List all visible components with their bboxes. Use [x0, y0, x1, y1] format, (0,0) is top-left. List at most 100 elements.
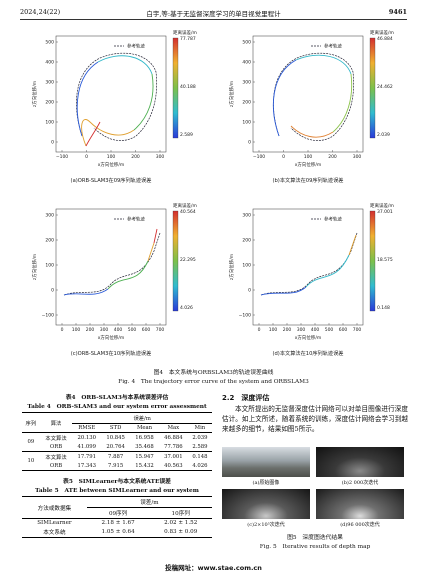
x-tick-label: 200	[131, 154, 140, 160]
image	[316, 447, 404, 477]
colorbar-label: 77.787	[180, 36, 196, 42]
y-axis-label: z方向位移/m	[228, 81, 235, 107]
x-tick-label: 0	[85, 154, 88, 160]
td: 46.884	[164, 435, 183, 441]
y-tick-label: 300	[242, 213, 251, 219]
x-tick-label: 300	[100, 327, 109, 333]
y-tick-label: 200	[45, 238, 54, 244]
legend-label: 参考轨迹	[127, 43, 145, 50]
plot-frame	[55, 208, 167, 326]
td: 4.026	[192, 463, 208, 469]
td: 2.589	[192, 444, 208, 450]
header-title: 白宇,等:基于无监督深度学习的单目视觉里程计	[146, 10, 281, 18]
td: 1.05 ± 0.64	[101, 529, 135, 535]
table: 序列 算法 误差/m RMSE STD Mean Max Min 09 本文算法 20.130 1…	[22, 412, 212, 471]
colorbar-title: 距离误差/m	[370, 202, 394, 209]
colorbar-label: 37.001	[377, 209, 393, 215]
trajectory-plot: 500 400 300 200 100 0 −100 0 100 200 300 z方向位移/m x方向…	[31, 29, 197, 184]
colorbar-label: 2.589	[180, 132, 193, 138]
th: Max	[167, 425, 180, 431]
y-tick-label: 300	[45, 80, 54, 86]
td: 7.887	[108, 454, 124, 460]
td: 2.02 ± 1.52	[164, 520, 198, 526]
y-tick-label: 200	[45, 100, 54, 106]
y-axis-label: z方向位移/m	[228, 254, 235, 280]
th: RMSE	[78, 425, 96, 431]
x-tick-label: 200	[283, 327, 292, 333]
colorbar-label: 0.148	[377, 305, 390, 311]
image	[222, 489, 310, 519]
td: 77.786	[164, 444, 183, 450]
y-tick-label: 0	[248, 288, 251, 294]
y-axis-label: z方向位移/m	[31, 254, 38, 280]
legend-label: 参考轨迹	[324, 216, 342, 223]
y-tick-label: 200	[242, 238, 251, 244]
td: ORB	[49, 463, 63, 469]
x-tick-label: 500	[325, 327, 334, 333]
y-axis-label: z方向位移/m	[31, 81, 38, 107]
y-tick-label: 200	[242, 100, 251, 106]
td: 17.791	[77, 454, 97, 460]
colorbar-label: 46.884	[377, 36, 393, 42]
x-tick-label: 500	[128, 327, 137, 333]
legend-label: 参考轨迹	[127, 216, 145, 223]
y-tick-label: 400	[242, 60, 251, 66]
x-axis-label: x方向位移/m	[98, 161, 125, 168]
th: Min	[194, 425, 206, 431]
td: 41.099	[77, 444, 97, 450]
th: 09序列	[108, 511, 128, 517]
x-tick-label: 0	[61, 327, 64, 333]
th: STD	[109, 425, 122, 431]
plot-frame	[252, 35, 364, 153]
x-tick-label: −100	[56, 154, 68, 160]
td: 本文系统	[43, 530, 66, 536]
td: 10.845	[106, 435, 125, 441]
td: 20.764	[106, 444, 125, 450]
y-tick-label: 0	[51, 288, 54, 294]
image-caption: (b)2 000次迭代	[341, 480, 379, 486]
colorbar	[369, 210, 376, 312]
colorbar	[369, 37, 376, 139]
footer: 投稿网址：www.stae.com.cn	[165, 564, 262, 572]
x-tick-label: 400	[114, 327, 123, 333]
trajectory-plot: 500 400 300 200 100 0 −100 0 100 200 300 z方向位移/m x方向…	[228, 29, 394, 184]
colorbar-label: 40.188	[180, 84, 196, 90]
image-caption: (d)96 000次迭代	[340, 522, 380, 528]
y-tick-label: 0	[248, 140, 251, 146]
x-tick-label: 100	[107, 154, 116, 160]
td: 16.958	[135, 435, 154, 441]
th: 误差/m	[86, 496, 212, 508]
x-tick-label: 600	[142, 327, 151, 333]
legend-label: 参考轨迹	[324, 43, 342, 50]
td: 35.468	[135, 444, 154, 450]
td: 40.563	[164, 463, 183, 469]
td: 2.039	[192, 435, 208, 441]
y-tick-label: −100	[239, 313, 251, 319]
paragraph: 本文所提出的无监督深度估计网络可以对单目图像进行深度估计。如上文所述，随着系统的…	[222, 405, 408, 433]
plot-frame	[252, 208, 364, 326]
header-rule	[20, 19, 407, 20]
th: 方法或数据集	[37, 505, 72, 512]
image-caption: (a)原始图像	[252, 480, 280, 486]
y-tick-label: 400	[45, 60, 54, 66]
table-title-en: Table 5 ATE between SIMLearner and our s…	[35, 488, 199, 494]
x-tick-label: 700	[353, 327, 362, 333]
page-number: 9461	[388, 8, 407, 16]
td: SIMLearner	[37, 520, 72, 526]
x-tick-label: 200	[86, 327, 95, 333]
th: 10序列	[171, 511, 190, 517]
panel-caption: (a)ORB-SLAM3在09序列轨迹误差	[71, 176, 152, 184]
colorbar-title: 距离误差/m	[173, 202, 197, 209]
colorbar-title: 距离误差/m	[370, 29, 394, 36]
section-heading: 2.2 深度评估	[222, 394, 270, 402]
figure-caption: 图5 深度图迭代结果	[287, 535, 343, 541]
td: 15.432	[135, 463, 154, 469]
figure-caption: 图4 本文系统与ORBSLAM3的轨迹误差曲线	[153, 370, 274, 376]
x-tick-label: 400	[311, 327, 320, 333]
colorbar-label: 4.026	[180, 305, 193, 311]
x-tick-label: 200	[328, 154, 337, 160]
colorbar-title: 距离误差/m	[173, 29, 197, 36]
th: 算法	[50, 420, 62, 427]
td: 7.915	[108, 463, 124, 469]
